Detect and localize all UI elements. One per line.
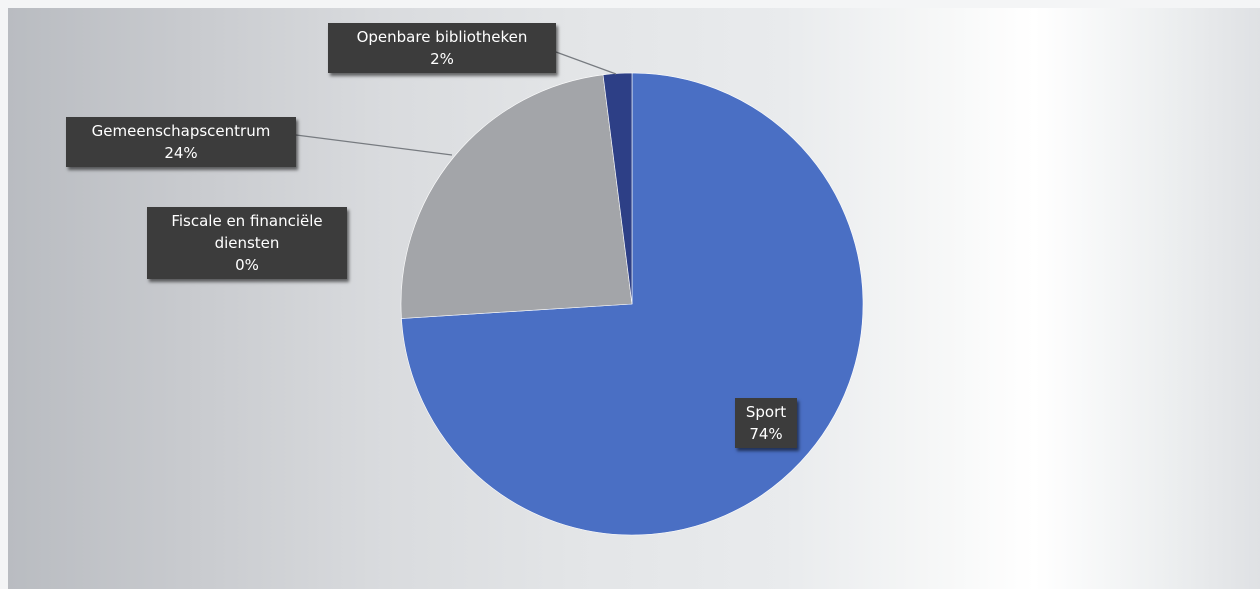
data-label-value: 0%	[235, 256, 259, 274]
leader-line-openbare	[555, 51, 617, 75]
data-label-name: Openbare bibliotheken	[356, 28, 528, 46]
data-label-sport: Sport 74%	[735, 398, 797, 448]
leader-line-gemeenschap	[295, 134, 453, 156]
data-label-fiscale-diensten: Fiscale en financiële diensten 0%	[147, 207, 347, 279]
data-label-name-line-2: diensten	[214, 234, 280, 252]
data-label-name: Gemeenschapscentrum	[91, 122, 271, 140]
data-label-openbare-bibliotheken: Openbare bibliotheken 2%	[328, 23, 556, 73]
data-label-value: 2%	[430, 50, 454, 68]
pie-slice-openbare-bibliotheken	[602, 72, 633, 305]
data-label-gemeenschapscentrum: Gemeenschapscentrum 24%	[66, 117, 296, 167]
data-label-value: 74%	[749, 425, 783, 443]
data-label-name: Sport	[745, 403, 787, 421]
leader-lines	[295, 51, 617, 156]
pie-slices	[400, 72, 864, 536]
pie-slice-gemeenschapscentrum	[400, 74, 633, 319]
data-label-value: 24%	[164, 144, 198, 162]
data-label-name-line-1: Fiscale en financiële	[171, 212, 323, 230]
